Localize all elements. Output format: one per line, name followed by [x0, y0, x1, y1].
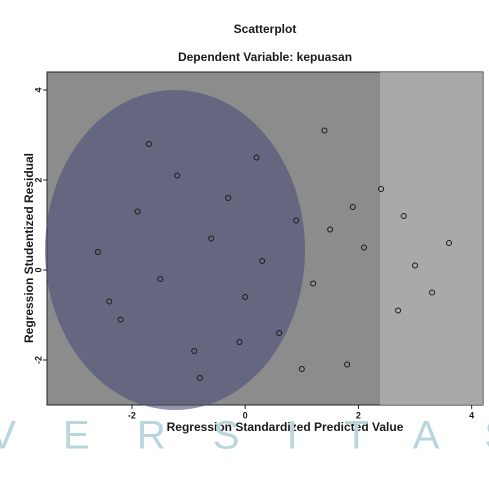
point	[242, 294, 249, 300]
point	[310, 280, 317, 287]
point	[344, 361, 351, 368]
y-tick-label: -2	[33, 356, 43, 364]
point	[94, 249, 101, 255]
point	[349, 204, 356, 210]
point	[395, 307, 402, 314]
point	[293, 217, 300, 224]
y-tick-label: 4	[33, 87, 43, 92]
point	[378, 186, 385, 192]
point	[174, 172, 181, 179]
y-axis-label: Regression Studentized Residual	[22, 153, 36, 343]
point	[253, 154, 260, 161]
y-tick-label: 0	[33, 267, 43, 272]
point	[106, 298, 113, 305]
point	[145, 141, 152, 147]
watermark: I V E R S I T A S	[0, 414, 489, 458]
point	[208, 235, 215, 242]
x-tick-label: 2	[356, 410, 361, 420]
y-tick-label: 2	[33, 177, 43, 182]
point	[321, 127, 328, 134]
point	[259, 258, 266, 264]
x-tick-label: -2	[128, 410, 136, 420]
x-tick-label: 4	[469, 410, 474, 420]
point	[157, 276, 164, 282]
point	[134, 208, 141, 215]
chart-title: Scatterplot	[234, 22, 297, 36]
point	[196, 375, 203, 381]
plot-shade	[380, 72, 483, 405]
point	[236, 339, 243, 345]
point	[361, 244, 368, 251]
x-tick-label: 0	[243, 410, 248, 420]
watermark-shape	[45, 90, 305, 410]
point	[276, 330, 283, 336]
x-axis-label: Regression Standardized Predicted Value	[167, 420, 404, 434]
point	[225, 195, 232, 201]
point	[446, 240, 453, 246]
point	[429, 289, 436, 296]
point	[191, 348, 198, 354]
chart-subtitle: Dependent Variable: kepuasan	[178, 50, 352, 64]
point	[117, 316, 124, 323]
point	[327, 226, 334, 233]
point	[298, 366, 305, 372]
point	[400, 213, 407, 219]
point	[412, 262, 419, 269]
